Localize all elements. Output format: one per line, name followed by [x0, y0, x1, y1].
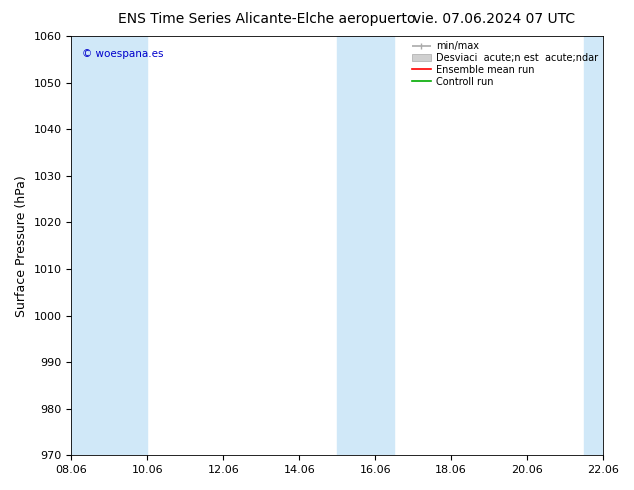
Text: © woespana.es: © woespana.es [82, 49, 164, 59]
Y-axis label: Surface Pressure (hPa): Surface Pressure (hPa) [15, 175, 28, 317]
Bar [584, 36, 603, 455]
Legend: min/max, Desviaci  acute;n est  acute;ndar, Ensemble mean run, Controll run: min/max, Desviaci acute;n est acute;ndar… [410, 39, 600, 89]
Text: vie. 07.06.2024 07 UTC: vie. 07.06.2024 07 UTC [413, 12, 576, 26]
Bar [337, 36, 394, 455]
Text: ENS Time Series Alicante-Elche aeropuerto: ENS Time Series Alicante-Elche aeropuert… [117, 12, 415, 26]
Bar [72, 36, 147, 455]
